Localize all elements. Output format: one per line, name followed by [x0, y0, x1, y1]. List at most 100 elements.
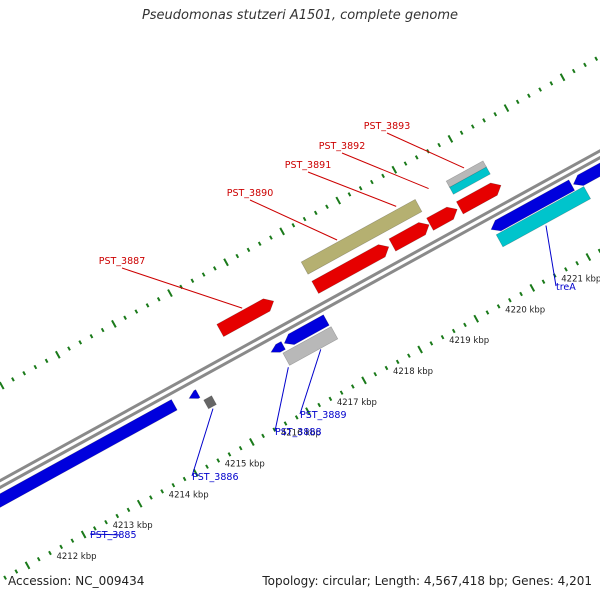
tick-track-lower-tick — [216, 458, 221, 463]
tick-track-upper-tick — [213, 266, 217, 271]
tick-track-lower-tick — [496, 304, 501, 309]
tick-track-lower-tick — [192, 468, 199, 477]
tick-track-lower-tick — [70, 538, 75, 543]
tick-track-lower-tick — [361, 376, 367, 385]
tick-track-lower-tick — [149, 495, 153, 500]
genome-stats-label: Topology: circular; Length: 4,567,418 bp… — [262, 574, 592, 588]
gene-pst3889-box — [282, 326, 339, 366]
backbone-line-lower — [0, 155, 600, 490]
tick-track-upper-tick — [269, 235, 273, 240]
tick-track-lower-tick — [541, 279, 546, 284]
tick-track-lower-tick — [36, 556, 41, 562]
tick-track-lower-tick — [294, 415, 299, 420]
tick-track-lower-tick — [126, 507, 131, 513]
feature-grey-small — [445, 160, 487, 188]
tick-track-upper-tick — [235, 253, 240, 259]
tick-track-upper-tick — [493, 111, 498, 117]
accession-label: Accession: NC_009434 — [8, 574, 145, 588]
tick-track-lower-tick — [305, 407, 311, 416]
tick-track-upper-tick — [370, 179, 374, 185]
tick-track-upper-tick — [594, 56, 599, 61]
tick-track-upper-tick — [33, 364, 38, 370]
gene-pst3886-arrow — [188, 389, 201, 399]
tick-track-lower-tick — [384, 365, 389, 371]
tick-track-lower-tick — [328, 396, 333, 402]
label-pst3891-leader — [307, 171, 397, 207]
tick-track-upper-tick — [0, 381, 5, 390]
tick-track-upper-tick — [167, 289, 173, 298]
tick-track-lower-tick — [529, 283, 536, 292]
kbp-tick-label: 4214 kbp — [169, 490, 209, 500]
map-title: Pseudomonas stutzeri A1501, complete gen… — [141, 8, 459, 23]
tick-track-lower-tick — [508, 297, 512, 303]
kbp-tick-label: 4216 kbp — [281, 429, 321, 439]
tick-track-upper-tick — [11, 377, 15, 382]
tick-track-upper-tick — [123, 315, 127, 320]
tick-track-upper-tick — [78, 340, 83, 345]
tick-track-lower-tick — [451, 328, 456, 334]
tick-track-upper-tick — [347, 192, 352, 197]
kbp-tick-label: 4218 kbp — [393, 367, 433, 377]
tick-track-upper-tick — [470, 124, 475, 129]
tick-track-upper-tick — [335, 196, 342, 205]
kbp-tick-label: 4221 kbp — [561, 275, 600, 285]
tick-track-lower-tick — [249, 438, 255, 447]
tick-track-lower-tick — [407, 353, 411, 358]
kbp-tick-label: 4220 kbp — [505, 305, 545, 315]
tick-track-upper-tick — [403, 161, 408, 166]
gene-trea-arrow — [490, 179, 576, 232]
label-pst3885-leader — [89, 533, 121, 536]
label-pst3885: PST_3885 — [90, 530, 137, 541]
kbp-tick-label: 4213 kbp — [113, 521, 153, 531]
tick-track-lower-tick — [48, 550, 52, 556]
tick-track-lower-tick — [92, 526, 97, 531]
tick-track-lower-tick — [14, 569, 19, 574]
tick-track-upper-tick — [391, 165, 398, 174]
tick-track-lower-tick — [317, 402, 322, 408]
label-pst3887-leader — [121, 267, 243, 309]
tick-track-upper-tick — [145, 303, 150, 308]
feature-tan-bar — [300, 198, 423, 275]
tick-track-lower-tick — [283, 421, 288, 426]
tick-track-upper-tick — [527, 93, 531, 98]
tick-track-upper-tick — [549, 81, 554, 86]
tick-track-lower-tick — [564, 267, 568, 272]
kbp-tick-label: 4215 kbp — [225, 460, 265, 470]
tick-track-upper-tick — [437, 142, 442, 148]
tick-track-upper-tick — [358, 185, 363, 191]
label-pst3892: PST_3892 — [319, 141, 366, 152]
tick-track-lower-tick — [171, 482, 176, 488]
tick-track-lower-tick — [160, 489, 164, 494]
tick-track-upper-tick — [414, 155, 419, 160]
tick-track-lower-tick — [519, 291, 523, 297]
tick-track-upper-tick — [459, 130, 464, 135]
tick-track-upper-tick — [111, 319, 117, 328]
label-trea: treA — [556, 282, 576, 293]
tick-track-lower-tick — [238, 445, 243, 451]
tick-track-lower-tick — [115, 513, 120, 519]
tick-track-upper-tick — [583, 62, 587, 68]
label-pst3890-leader — [249, 199, 338, 241]
tick-track-upper-tick — [559, 73, 566, 82]
tick-track-lower-tick — [261, 433, 265, 439]
label-pst3890: PST_3890 — [227, 188, 274, 199]
tick-track-upper-tick — [279, 227, 285, 236]
label-pst3893: PST_3893 — [364, 121, 411, 132]
tick-track-lower-tick — [59, 544, 64, 550]
tick-track-upper-tick — [503, 104, 510, 113]
tick-track-lower-tick — [575, 260, 579, 266]
kbp-tick-label: 4217 kbp — [337, 398, 377, 408]
tick-track-upper-tick — [22, 370, 26, 376]
gene-pst3888b-arrow — [283, 314, 330, 345]
label-pst3892-leader — [341, 152, 429, 189]
tick-track-upper-tick — [313, 210, 318, 216]
kbp-tick-label: 4219 kbp — [449, 336, 489, 346]
tick-track-upper-tick — [223, 258, 229, 267]
tick-track-lower-tick — [205, 464, 209, 469]
tick-track-lower-tick — [24, 561, 31, 570]
tick-track-lower-tick — [417, 345, 423, 354]
tick-track-upper-tick — [156, 296, 161, 302]
tick-track-upper-tick — [538, 87, 542, 92]
feature-dark-small — [203, 395, 217, 410]
tick-track-lower-tick — [350, 384, 355, 389]
